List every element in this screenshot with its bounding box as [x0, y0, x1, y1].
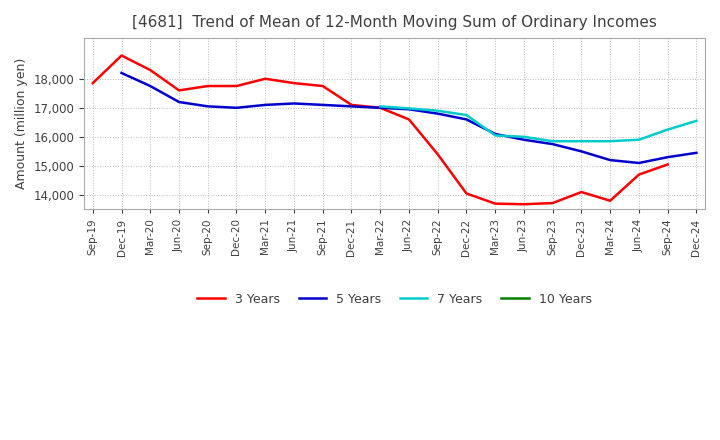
5 Years: [117, 70, 126, 76]
3 Years: [261, 76, 269, 81]
3 Years: [146, 67, 155, 73]
3 Years: [577, 189, 586, 194]
5 Years: [577, 149, 586, 154]
5 Years: [433, 111, 442, 116]
7 Years: [692, 118, 701, 124]
5 Years: [491, 131, 500, 136]
Line: 3 Years: 3 Years: [93, 55, 667, 204]
Line: 7 Years: 7 Years: [380, 106, 696, 141]
7 Years: [491, 133, 500, 138]
5 Years: [520, 137, 528, 143]
3 Years: [405, 117, 413, 122]
3 Years: [549, 201, 557, 206]
Y-axis label: Amount (million yen): Amount (million yen): [15, 58, 28, 189]
3 Years: [347, 102, 356, 107]
5 Years: [146, 84, 155, 89]
5 Years: [347, 104, 356, 109]
3 Years: [520, 202, 528, 207]
5 Years: [318, 102, 327, 107]
5 Years: [634, 160, 643, 165]
3 Years: [433, 152, 442, 157]
5 Years: [549, 142, 557, 147]
7 Years: [634, 137, 643, 143]
7 Years: [405, 106, 413, 111]
5 Years: [289, 101, 298, 106]
5 Years: [692, 150, 701, 155]
3 Years: [634, 172, 643, 177]
3 Years: [376, 105, 384, 110]
3 Years: [462, 191, 471, 196]
3 Years: [318, 84, 327, 89]
3 Years: [606, 198, 614, 203]
3 Years: [289, 81, 298, 86]
7 Years: [606, 139, 614, 144]
7 Years: [577, 139, 586, 144]
3 Years: [89, 81, 97, 86]
3 Years: [175, 88, 184, 93]
5 Years: [405, 106, 413, 112]
5 Years: [606, 158, 614, 163]
5 Years: [663, 154, 672, 160]
Legend: 3 Years, 5 Years, 7 Years, 10 Years: 3 Years, 5 Years, 7 Years, 10 Years: [192, 288, 597, 311]
3 Years: [232, 84, 240, 89]
3 Years: [491, 201, 500, 206]
3 Years: [117, 53, 126, 58]
3 Years: [204, 84, 212, 89]
Line: 5 Years: 5 Years: [122, 73, 696, 163]
7 Years: [663, 127, 672, 132]
5 Years: [261, 102, 269, 107]
5 Years: [462, 117, 471, 122]
5 Years: [175, 99, 184, 105]
Title: [4681]  Trend of Mean of 12-Month Moving Sum of Ordinary Incomes: [4681] Trend of Mean of 12-Month Moving …: [132, 15, 657, 30]
7 Years: [376, 104, 384, 109]
7 Years: [520, 134, 528, 139]
7 Years: [433, 108, 442, 114]
5 Years: [232, 105, 240, 110]
5 Years: [376, 105, 384, 110]
5 Years: [204, 104, 212, 109]
7 Years: [462, 113, 471, 118]
3 Years: [663, 162, 672, 167]
7 Years: [549, 139, 557, 144]
